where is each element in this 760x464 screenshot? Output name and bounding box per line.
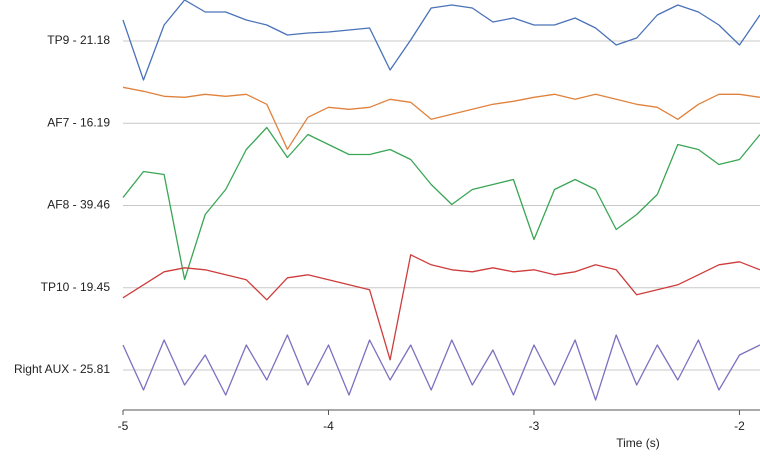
series-label: AF8 - 39.46 xyxy=(47,198,110,212)
series-label: AF7 - 16.19 xyxy=(47,115,110,129)
x-tick-label: -2 xyxy=(734,419,745,433)
x-tick-label: -3 xyxy=(529,419,540,433)
x-tick-label: -5 xyxy=(118,419,129,433)
series-label: TP9 - 21.18 xyxy=(47,33,110,47)
series-label: TP10 - 19.45 xyxy=(41,280,111,294)
x-tick-label: -4 xyxy=(323,419,334,433)
signal-line xyxy=(122,334,760,401)
series-label: Right AUX - 25.81 xyxy=(14,362,110,376)
x-axis-label: Time (s) xyxy=(616,436,660,450)
signal-line xyxy=(122,0,760,81)
signal-line xyxy=(122,126,760,281)
signal-line xyxy=(122,254,760,361)
plot-area xyxy=(122,0,760,401)
signal-line xyxy=(122,86,760,150)
